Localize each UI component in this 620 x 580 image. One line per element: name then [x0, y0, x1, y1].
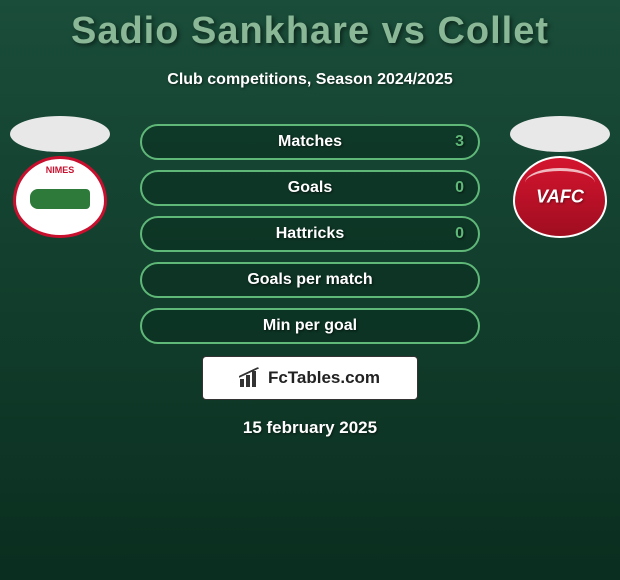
- stat-label: Hattricks: [142, 225, 478, 243]
- brand-text: FcTables.com: [268, 368, 380, 388]
- stat-value: 3: [455, 133, 464, 151]
- date-text: 15 february 2025: [0, 418, 620, 438]
- vafc-text: VAFC: [536, 187, 584, 208]
- page-title: Sadio Sankhare vs Collet: [0, 0, 620, 53]
- nimes-shield-icon: NIMES: [13, 156, 107, 238]
- branding-badge: FcTables.com: [202, 356, 418, 400]
- stat-label: Goals: [142, 179, 478, 197]
- stat-row-min-per-goal: Min per goal: [140, 308, 480, 344]
- stats-list: Matches 3 Goals 0 Hattricks 0 Goals per …: [140, 124, 480, 344]
- stat-label: Matches: [142, 133, 478, 151]
- stat-label: Goals per match: [142, 271, 478, 289]
- stat-row-hattricks: Hattricks 0: [140, 216, 480, 252]
- stat-value: 0: [455, 225, 464, 243]
- stat-value: 0: [455, 179, 464, 197]
- right-club-badge: VAFC: [510, 156, 610, 242]
- chart-icon: [240, 369, 262, 387]
- stat-row-goals: Goals 0: [140, 170, 480, 206]
- left-club-badge: NIMES: [10, 156, 110, 242]
- left-player-column: NIMES: [10, 116, 110, 242]
- stat-row-goals-per-match: Goals per match: [140, 262, 480, 298]
- subtitle: Club competitions, Season 2024/2025: [0, 71, 620, 89]
- nimes-text-top: NIMES: [16, 165, 104, 175]
- comparison-area: NIMES VAFC Matches 3 Goals 0 Hattricks 0…: [0, 124, 620, 438]
- vafc-shield-icon: VAFC: [513, 156, 607, 238]
- crocodile-icon: [30, 189, 90, 209]
- right-player-column: VAFC: [510, 116, 610, 242]
- stat-label: Min per goal: [142, 317, 478, 335]
- right-player-avatar: [510, 116, 610, 152]
- stat-row-matches: Matches 3: [140, 124, 480, 160]
- left-player-avatar: [10, 116, 110, 152]
